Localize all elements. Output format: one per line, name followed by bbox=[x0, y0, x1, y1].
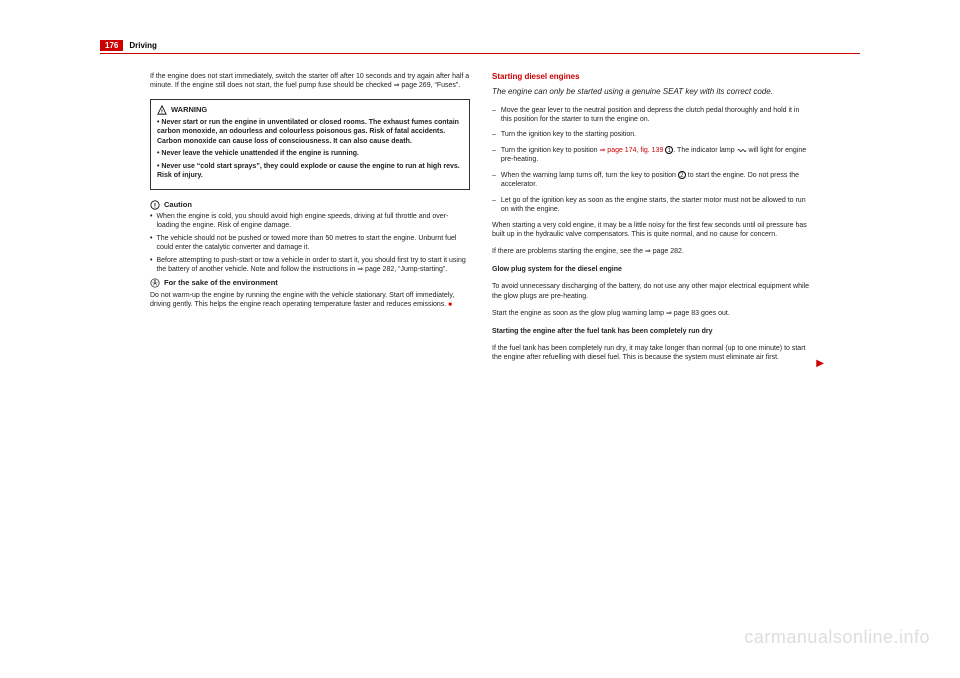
step-item: –When the warning lamp turns off, turn t… bbox=[492, 171, 812, 190]
step-text: Let go of the ignition key as soon as th… bbox=[501, 196, 812, 215]
glow-plug-text: To avoid unnecessary discharging of the … bbox=[492, 282, 812, 301]
caution-icon: ! bbox=[150, 200, 160, 210]
caution-text: Before attempting to push-start or tow a… bbox=[156, 256, 470, 275]
dry-tank-title: Starting the engine after the fuel tank … bbox=[492, 327, 812, 336]
environment-text: Do not warm-up the engine by running the… bbox=[150, 291, 470, 310]
bullet-mark: • bbox=[150, 212, 152, 231]
warning-title: WARNING bbox=[171, 105, 207, 115]
caution-title: Caution bbox=[164, 200, 192, 210]
environment-header: For the sake of the environment bbox=[150, 278, 470, 288]
header-rule bbox=[100, 53, 860, 54]
step-text: Turn the ignition key to the starting po… bbox=[501, 130, 636, 139]
caution-item: •Before attempting to push-start or tow … bbox=[150, 256, 470, 275]
warning-header: ! WARNING bbox=[157, 105, 463, 115]
glow-lamp-icon bbox=[737, 147, 747, 154]
bullet-mark: • bbox=[150, 256, 152, 275]
step-item: –Let go of the ignition key as soon as t… bbox=[492, 196, 812, 215]
environment-title: For the sake of the environment bbox=[164, 278, 278, 288]
warning-item: • Never start or run the engine in unven… bbox=[157, 118, 463, 146]
page-content: 176 Driving If the engine does not start… bbox=[100, 40, 860, 371]
caution-item: •When the engine is cold, you should avo… bbox=[150, 212, 470, 231]
step-item: –Turn the ignition key to position ⇒ pag… bbox=[492, 146, 812, 165]
step-item: –Turn the ignition key to the starting p… bbox=[492, 130, 812, 139]
dash: – bbox=[492, 146, 496, 165]
page-number: 176 bbox=[100, 40, 123, 51]
glow-plug-text-2: Start the engine as soon as the glow plu… bbox=[492, 309, 812, 318]
watermark-text: carmanualsonline.info bbox=[744, 627, 930, 648]
two-column-layout: If the engine does not start immediately… bbox=[100, 72, 860, 371]
svg-text:!: ! bbox=[161, 109, 163, 115]
intro-paragraph: If the engine does not start immediately… bbox=[150, 72, 470, 91]
warning-item: • Never use “cold start sprays”, they co… bbox=[157, 162, 463, 181]
dash: – bbox=[492, 196, 496, 215]
dash: – bbox=[492, 106, 496, 125]
end-marker-icon: ■ bbox=[448, 302, 452, 308]
environment-icon bbox=[150, 278, 160, 288]
caution-item: •The vehicle should not be pushed or tow… bbox=[150, 234, 470, 253]
step-text: Turn the ignition key to position ⇒ page… bbox=[501, 146, 812, 165]
page-header: 176 Driving bbox=[100, 40, 860, 51]
t: Turn the ignition key to position bbox=[501, 147, 600, 154]
env-body: Do not warm-up the engine by running the… bbox=[150, 292, 454, 308]
dry-tank-text: If the fuel tank has been completely run… bbox=[492, 344, 812, 363]
t: . The indicator lamp bbox=[673, 147, 736, 154]
step-item: –Move the gear lever to the neutral posi… bbox=[492, 106, 812, 125]
warning-item: • Never leave the vehicle unattended if … bbox=[157, 149, 463, 158]
body-paragraph: When starting a very cold engine, it may… bbox=[492, 221, 812, 240]
page-ref-link: ⇒ page 174, fig. 139 bbox=[599, 147, 663, 154]
continue-arrow-icon: ▶ bbox=[816, 357, 824, 371]
step-text: When the warning lamp turns off, turn th… bbox=[501, 171, 812, 190]
section-title: Driving bbox=[129, 41, 157, 50]
warning-triangle-icon: ! bbox=[157, 105, 167, 115]
position-2-icon: 2 bbox=[678, 171, 686, 179]
warning-box: ! WARNING • Never start or run the engin… bbox=[150, 99, 470, 190]
right-column: Starting diesel engines The engine can o… bbox=[492, 72, 812, 371]
caution-text: The vehicle should not be pushed or towe… bbox=[156, 234, 470, 253]
dash: – bbox=[492, 130, 496, 139]
dash: – bbox=[492, 171, 496, 190]
bullet-mark: • bbox=[150, 234, 152, 253]
body-paragraph: If there are problems starting the engin… bbox=[492, 247, 812, 256]
diesel-heading: Starting diesel engines bbox=[492, 72, 812, 83]
diesel-lead: The engine can only be started using a g… bbox=[492, 87, 812, 98]
caution-header: ! Caution bbox=[150, 200, 470, 210]
left-column: If the engine does not start immediately… bbox=[150, 72, 470, 371]
t: When the warning lamp turns off, turn th… bbox=[501, 172, 678, 179]
glow-plug-title: Glow plug system for the diesel engine bbox=[492, 265, 812, 274]
step-text: Move the gear lever to the neutral posit… bbox=[501, 106, 812, 125]
svg-text:!: ! bbox=[154, 202, 156, 209]
caution-text: When the engine is cold, you should avoi… bbox=[156, 212, 470, 231]
